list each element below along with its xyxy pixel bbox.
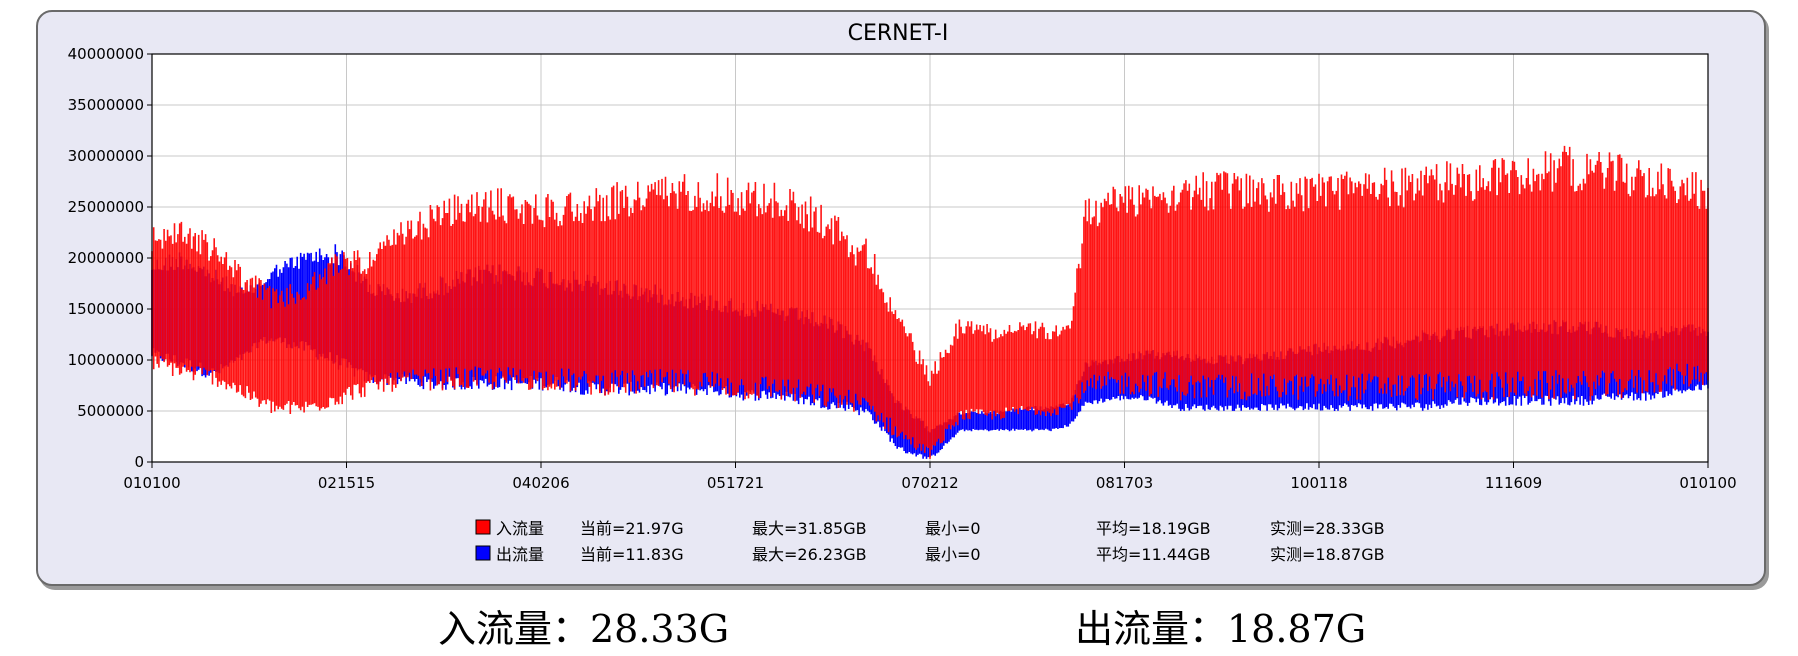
x-tick-label: 070212 [901,474,958,492]
y-tick-label: 20000000 [68,249,144,267]
y-tick-label: 0 [134,453,144,471]
y-tick-label: 25000000 [68,198,144,216]
x-tick-label: 010100 [1679,474,1736,492]
x-tick-label: 040206 [512,474,569,492]
legend-stat-min: 最小=0 [925,545,981,564]
caption-outbound-traffic: 出流量：18.87G [1075,607,1367,651]
y-tick-label: 10000000 [68,351,144,369]
legend-series-name: 入流量 [496,519,544,538]
x-tick-label: 100118 [1290,474,1347,492]
legend-stat-max: 最大=31.85GB [752,519,867,538]
y-tick-labels: 0 5000000 10000000 15000000 20000000 25000000… [68,45,144,471]
caption-inbound-traffic: 入流量：28.33G [438,607,730,651]
x-tick-label: 111609 [1485,474,1542,492]
traffic-chart: CERNET-I 0 5000000 10000000 15000000 2000000… [68,21,1737,564]
legend-stat-avg: 平均=18.19GB [1096,519,1211,538]
x-tick-label: 051721 [707,474,764,492]
legend-series-name: 出流量 [496,545,544,564]
legend-stat-measured: 实测=18.87GB [1270,545,1385,564]
legend-swatch-0 [475,519,491,535]
y-tick-label: 5000000 [77,402,144,420]
y-tick-label: 35000000 [68,96,144,114]
x-tick-label: 081703 [1096,474,1153,492]
y-tick-label: 30000000 [68,147,144,165]
chart-title: CERNET-I [848,21,949,46]
legend-stat-max: 最大=26.23GB [752,545,867,564]
chart-axes [147,53,1709,468]
legend-stat-min: 最小=0 [925,519,981,538]
x-tick-labels: 010100 021515 040206 051721 070212 081703 1001… [123,474,1736,492]
y-tick-label: 40000000 [68,45,144,63]
legend-swatch-1 [475,545,491,561]
chart-panel: CERNET-I 0 5000000 10000000 15000000 2000000… [36,10,1766,586]
x-tick-label: 010100 [123,474,180,492]
legend-stat-avg: 平均=11.44GB [1096,545,1211,564]
y-tick-label: 15000000 [68,300,144,318]
legend-stat-current: 当前=11.83G [580,545,684,564]
plot-frame [151,53,1709,463]
x-tick-label: 021515 [318,474,375,492]
legend-stat-measured: 实测=28.33GB [1270,519,1385,538]
legend-stat-current: 当前=21.97G [580,519,684,538]
chart-legend: 入流量 当前=21.97G 最大=31.85GB 最小=0 平均=18.19GB 实测=2… [475,519,1385,564]
